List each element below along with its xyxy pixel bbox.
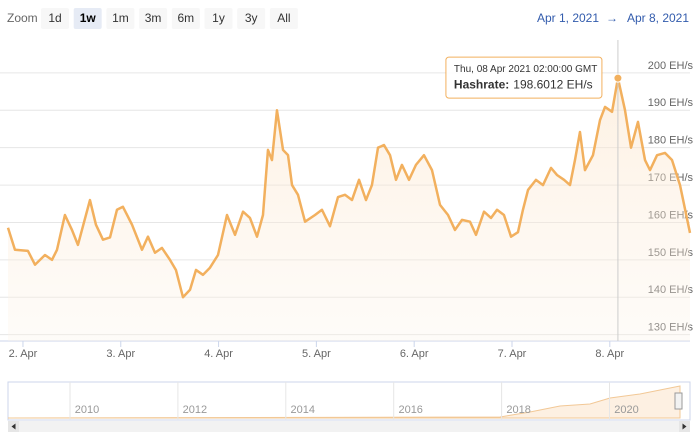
zoom-button[interactable] [269, 8, 298, 29]
zoom-button[interactable] [41, 8, 69, 29]
x-tick-label: 8. Apr [595, 348, 624, 360]
navigator-label: 2012 [183, 404, 207, 416]
x-tick-label: 4. Apr [204, 348, 233, 360]
navigator-label: 2020 [614, 404, 638, 416]
tooltip-label: Hashrate: [454, 77, 509, 91]
navigator-handle[interactable] [674, 392, 683, 410]
navigator-label: 2010 [75, 404, 99, 416]
navigator-label: 2014 [291, 404, 315, 416]
scroll-right-arrow [682, 423, 687, 430]
y-tick-label: 200 EH/s [648, 60, 694, 72]
tooltip-value: 198.6012 EH/s [513, 77, 592, 91]
x-tick-label: 7. Apr [498, 348, 527, 360]
zoom-button[interactable] [139, 8, 168, 29]
scroll-left-arrow [11, 423, 16, 430]
y-tick-label: 190 EH/s [648, 97, 694, 109]
area [8, 78, 690, 341]
range-from[interactable]: Apr 1, 2021 [537, 11, 599, 25]
zoom-button[interactable] [73, 8, 102, 29]
zoom-button-label[interactable]: 1d [48, 11, 61, 25]
navigator-label: 2018 [506, 404, 530, 416]
hover-point [613, 73, 623, 83]
zoom-button-label[interactable]: 1w [80, 11, 97, 25]
zoom-button[interactable] [237, 8, 266, 29]
zoom-button-label[interactable]: 3y [245, 11, 258, 25]
navigator-labels: 2010 2012 2014 2016 2018 2020 [69, 382, 639, 420]
plot-area: 130 EH/s140 EH/s150 EH/s160 EH/s170 EH/s… [0, 40, 693, 360]
y-tick-label: 180 EH/s [648, 135, 694, 147]
zoom-button-label[interactable]: 6m [177, 11, 194, 25]
zoom-button-label[interactable]: All [277, 11, 290, 25]
range-arrow: → [606, 11, 618, 25]
zoom-label: Zoom [7, 11, 38, 25]
tooltip [445, 56, 603, 99]
scrollbar[interactable] [8, 421, 690, 432]
x-tick-label: 3. Apr [106, 348, 135, 360]
zoom-button[interactable] [171, 8, 200, 29]
navigator-label: 2016 [398, 404, 422, 416]
zoom-button[interactable] [204, 8, 233, 29]
x-tick-label: 6. Apr [400, 348, 429, 360]
range-to[interactable]: Apr 8, 2021 [627, 11, 689, 25]
line [6, 76, 692, 299]
x-tick-label: 5. Apr [302, 348, 331, 360]
zoom-button[interactable] [106, 8, 135, 29]
zoom-button-label[interactable]: 1m [112, 11, 129, 25]
zoom-button-label[interactable]: 1y [212, 11, 225, 25]
x-tick-label: 2. Apr [9, 348, 38, 360]
zoom-button-label[interactable]: 3m [145, 11, 162, 25]
tooltip-header: Thu, 08 Apr 2021 02:00:00 GMT [454, 64, 597, 75]
